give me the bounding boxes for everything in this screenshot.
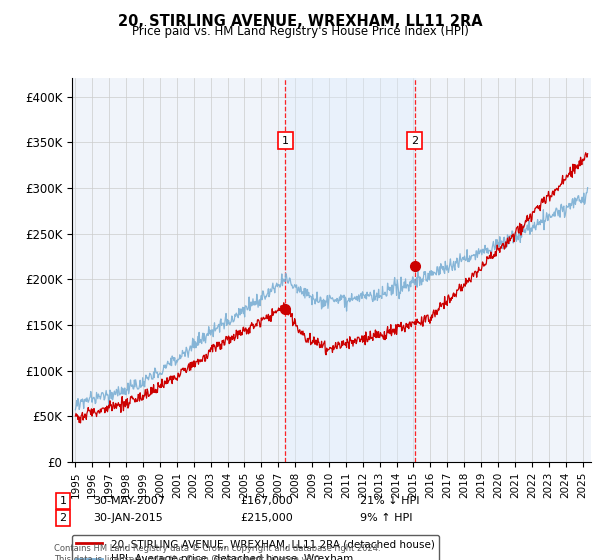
Bar bbox=[286, 78, 415, 462]
Text: 9% ↑ HPI: 9% ↑ HPI bbox=[360, 513, 413, 523]
Text: 2: 2 bbox=[411, 136, 418, 146]
Text: 21% ↓ HPI: 21% ↓ HPI bbox=[360, 496, 419, 506]
Text: 20, STIRLING AVENUE, WREXHAM, LL11 2RA: 20, STIRLING AVENUE, WREXHAM, LL11 2RA bbox=[118, 14, 482, 29]
Text: 30-JAN-2015: 30-JAN-2015 bbox=[93, 513, 163, 523]
Text: Contains HM Land Registry data © Crown copyright and database right 2024.
This d: Contains HM Land Registry data © Crown c… bbox=[54, 544, 380, 560]
Legend: 20, STIRLING AVENUE, WREXHAM, LL11 2RA (detached house), HPI: Average price, det: 20, STIRLING AVENUE, WREXHAM, LL11 2RA (… bbox=[72, 535, 439, 560]
Text: 1: 1 bbox=[282, 136, 289, 146]
Text: £167,000: £167,000 bbox=[240, 496, 293, 506]
Text: 30-MAY-2007: 30-MAY-2007 bbox=[93, 496, 165, 506]
Text: 1: 1 bbox=[59, 496, 67, 506]
Text: 2: 2 bbox=[59, 513, 67, 523]
Text: Price paid vs. HM Land Registry's House Price Index (HPI): Price paid vs. HM Land Registry's House … bbox=[131, 25, 469, 38]
Text: £215,000: £215,000 bbox=[240, 513, 293, 523]
